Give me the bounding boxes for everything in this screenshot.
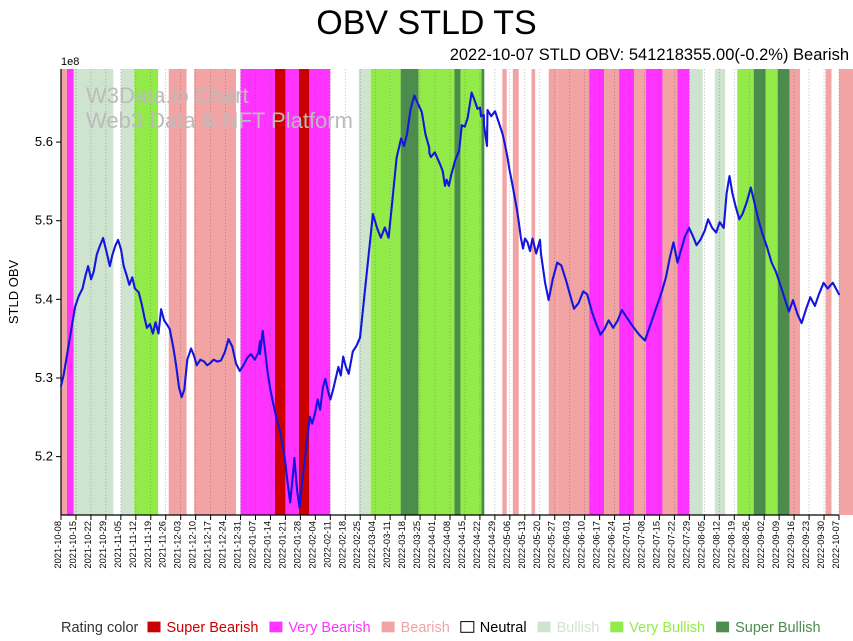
svg-text:2022-10-07 STLD OBV: 541218355: 2022-10-07 STLD OBV: 541218355.00(-0.2%)…: [450, 46, 849, 64]
svg-text:Bearish: Bearish: [401, 620, 450, 636]
svg-text:2022-09-02: 2022-09-02: [756, 521, 766, 569]
svg-text:2022-02-11: 2022-02-11: [322, 521, 332, 568]
svg-text:W3Data.io Chart: W3Data.io Chart: [86, 83, 249, 108]
svg-text:2022-09-09: 2022-09-09: [771, 521, 781, 569]
svg-text:2021-11-12: 2021-11-12: [128, 521, 138, 568]
svg-text:2022-09-16: 2022-09-16: [786, 521, 796, 569]
svg-text:2022-09-23: 2022-09-23: [801, 521, 811, 569]
svg-text:2022-04-01: 2022-04-01: [427, 521, 437, 569]
svg-text:2022-08-26: 2022-08-26: [741, 521, 751, 569]
svg-text:2022-07-08: 2022-07-08: [637, 521, 647, 569]
svg-text:2022-04-29: 2022-04-29: [487, 521, 497, 569]
svg-text:2022-04-22: 2022-04-22: [472, 521, 482, 569]
svg-text:Super Bearish: Super Bearish: [167, 620, 259, 636]
svg-text:2021-11-05: 2021-11-05: [113, 521, 123, 568]
svg-text:2022-01-14: 2022-01-14: [262, 521, 272, 569]
svg-text:2022-01-07: 2022-01-07: [248, 521, 258, 569]
svg-text:5.3: 5.3: [35, 370, 53, 385]
svg-text:2021-12-10: 2021-12-10: [188, 521, 198, 569]
svg-text:2022-01-28: 2022-01-28: [292, 521, 302, 569]
svg-text:2022-07-29: 2022-07-29: [681, 521, 691, 569]
svg-text:Web3 Data & NFT Platform: Web3 Data & NFT Platform: [86, 108, 353, 133]
svg-text:Very Bearish: Very Bearish: [288, 620, 370, 636]
svg-text:2021-12-17: 2021-12-17: [203, 521, 213, 569]
svg-text:2022-03-25: 2022-03-25: [412, 521, 422, 569]
svg-text:5.6: 5.6: [35, 134, 53, 149]
svg-text:2021-10-29: 2021-10-29: [98, 521, 108, 569]
svg-text:2022-04-08: 2022-04-08: [442, 521, 452, 569]
svg-text:2022-02-18: 2022-02-18: [337, 521, 347, 569]
svg-text:2022-08-05: 2022-08-05: [696, 521, 706, 569]
svg-text:STLD OBV: STLD OBV: [6, 260, 21, 325]
svg-text:2022-05-06: 2022-05-06: [502, 521, 512, 569]
svg-text:2021-11-19: 2021-11-19: [143, 521, 153, 568]
svg-text:2022-07-22: 2022-07-22: [666, 521, 676, 569]
svg-text:OBV STLD TS: OBV STLD TS: [316, 4, 536, 42]
svg-text:2021-12-31: 2021-12-31: [233, 521, 243, 569]
svg-text:2022-03-04: 2022-03-04: [367, 521, 377, 569]
svg-text:2022-05-20: 2022-05-20: [532, 521, 542, 569]
svg-text:2022-01-21: 2022-01-21: [277, 521, 287, 569]
svg-text:1e8: 1e8: [61, 56, 79, 68]
svg-text:2021-10-15: 2021-10-15: [68, 521, 78, 569]
svg-text:2022-06-10: 2022-06-10: [577, 521, 587, 569]
svg-text:2022-08-19: 2022-08-19: [726, 521, 736, 569]
svg-text:2022-02-25: 2022-02-25: [352, 521, 362, 569]
svg-text:5.5: 5.5: [35, 213, 53, 228]
svg-text:2022-07-15: 2022-07-15: [651, 521, 661, 569]
svg-text:2022-06-17: 2022-06-17: [592, 521, 602, 569]
svg-text:Bullish: Bullish: [557, 620, 600, 636]
svg-text:Neutral: Neutral: [480, 620, 527, 636]
svg-text:2022-02-04: 2022-02-04: [307, 521, 317, 569]
svg-text:Super Bullish: Super Bullish: [735, 620, 820, 636]
svg-text:2022-05-27: 2022-05-27: [547, 521, 557, 569]
svg-text:2022-09-30: 2022-09-30: [816, 521, 826, 569]
svg-text:2022-06-03: 2022-06-03: [562, 521, 572, 569]
svg-text:5.4: 5.4: [35, 291, 53, 306]
svg-text:2022-03-18: 2022-03-18: [397, 521, 407, 569]
svg-text:2021-11-26: 2021-11-26: [158, 521, 168, 568]
svg-text:2022-08-12: 2022-08-12: [711, 521, 721, 569]
svg-text:2022-10-07: 2022-10-07: [831, 521, 841, 569]
svg-text:Very Bullish: Very Bullish: [629, 620, 705, 636]
svg-text:2021-10-08: 2021-10-08: [53, 521, 63, 569]
svg-text:5.2: 5.2: [35, 449, 53, 464]
svg-text:2022-03-11: 2022-03-11: [382, 521, 392, 568]
svg-text:2021-12-24: 2021-12-24: [218, 521, 228, 569]
svg-text:2022-07-01: 2022-07-01: [622, 521, 632, 569]
svg-text:2021-10-22: 2021-10-22: [83, 521, 93, 569]
svg-text:2021-12-03: 2021-12-03: [173, 521, 183, 569]
svg-text:2022-05-13: 2022-05-13: [517, 521, 527, 569]
svg-text:2022-04-15: 2022-04-15: [457, 521, 467, 569]
svg-text:2022-06-24: 2022-06-24: [607, 521, 617, 569]
svg-text:Rating color: Rating color: [61, 620, 139, 636]
